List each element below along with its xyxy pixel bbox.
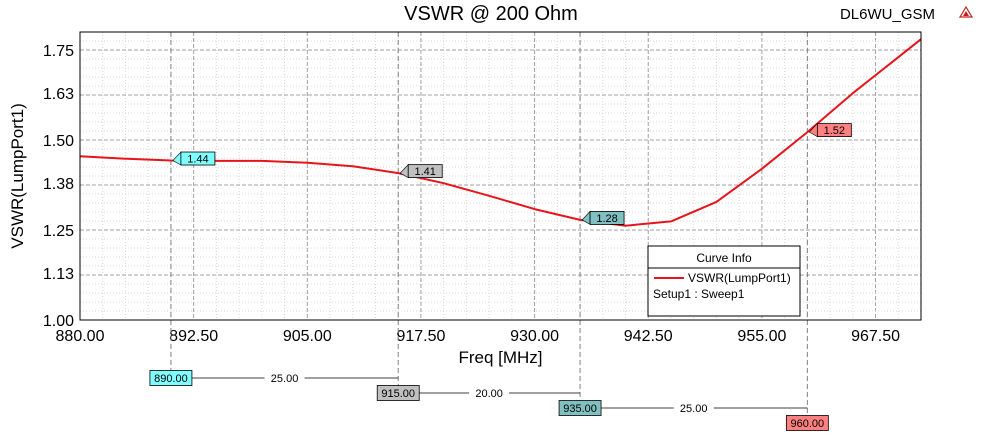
delta-label-bg bbox=[469, 386, 510, 400]
marker-x-rect bbox=[785, 415, 829, 431]
y-tick-labels: 1.00 1.13 1.25 1.38 1.50 1.63 1.75 bbox=[43, 43, 74, 330]
marker-pointer bbox=[581, 210, 591, 225]
y-tick-label: 1.00 bbox=[43, 313, 74, 330]
delta-label-bg bbox=[673, 401, 714, 415]
marker-lines bbox=[170, 32, 808, 417]
marker-value-box bbox=[180, 151, 216, 166]
marker-value-label: 1.41 bbox=[415, 166, 436, 178]
marker-value-label: 1.44 bbox=[187, 154, 208, 166]
curve-info-legend[interactable]: Curve Info VSWR(LumpPort1) Setup1 : Swee… bbox=[647, 245, 801, 317]
marker-value-label: 1.52 bbox=[824, 125, 845, 137]
marker-value-box bbox=[407, 164, 443, 179]
x-tick-label: 955.00 bbox=[737, 328, 786, 345]
marker-flag[interactable]: 1.28 bbox=[581, 210, 625, 225]
marker-value-label: 1.28 bbox=[596, 213, 617, 225]
marker-x-box[interactable]: 890.00 bbox=[149, 370, 193, 386]
legend-title: Curve Info bbox=[696, 251, 752, 265]
marker-value-box bbox=[589, 211, 625, 225]
x-tick-label: 905.00 bbox=[283, 328, 332, 345]
delta-label: 20.00 bbox=[475, 388, 503, 400]
plot-frame bbox=[79, 31, 922, 321]
marker-flag[interactable]: 1.52 bbox=[808, 122, 852, 138]
x-tick-labels: 880.00 892.50 905.00 917.50 930.00 942.50 955.… bbox=[56, 328, 901, 345]
marker-deltas: 25.00 20.00 25.00 bbox=[191, 371, 808, 415]
marker-flag[interactable]: 1.41 bbox=[399, 163, 443, 179]
x-tick-label: 892.50 bbox=[169, 328, 218, 345]
marker-x-label: 915.00 bbox=[381, 388, 415, 400]
project-name: DL6WU_GSM bbox=[840, 6, 935, 23]
marker-x-label: 960.00 bbox=[791, 418, 825, 430]
marker-x-box[interactable]: 915.00 bbox=[376, 385, 420, 401]
delta-label-bg bbox=[264, 371, 305, 385]
y-tick-label: 1.13 bbox=[43, 266, 74, 283]
marker-x-label: 890.00 bbox=[154, 373, 188, 385]
series-layer bbox=[79, 38, 922, 227]
marker-x-box[interactable]: 960.00 bbox=[785, 415, 829, 431]
marker-pointer bbox=[172, 151, 182, 166]
x-tick-label: 967.50 bbox=[851, 328, 900, 345]
chart-title: VSWR @ 200 Ohm bbox=[404, 3, 578, 25]
ansys-logo-icon bbox=[958, 5, 974, 18]
marker-value-box bbox=[816, 123, 852, 137]
y-tick-label: 1.50 bbox=[43, 133, 74, 150]
legend-entry: VSWR(LumpPort1) bbox=[688, 271, 791, 285]
marker-x-box[interactable]: 935.00 bbox=[558, 400, 602, 416]
marker-x-label: 935.00 bbox=[563, 403, 597, 415]
x-axis-label: Freq [MHz] bbox=[458, 348, 542, 367]
marker-flag[interactable]: 1.44 bbox=[172, 151, 216, 166]
y-tick-label: 1.25 bbox=[43, 223, 74, 240]
y-tick-label: 1.75 bbox=[43, 43, 74, 60]
x-tick-label: 917.50 bbox=[396, 328, 445, 345]
legend-setup: Setup1 : Sweep1 bbox=[653, 287, 745, 301]
y-tick-label: 1.38 bbox=[43, 176, 74, 193]
x-tick-label: 880.00 bbox=[56, 328, 105, 345]
series-line-vswr bbox=[79, 38, 922, 227]
legend-box bbox=[647, 245, 801, 317]
x-tick-label: 942.50 bbox=[624, 328, 673, 345]
delta-label: 25.00 bbox=[271, 373, 299, 385]
y-tick-label: 1.63 bbox=[43, 86, 74, 103]
x-tick-label: 930.00 bbox=[510, 328, 559, 345]
delta-label: 25.00 bbox=[680, 403, 708, 415]
y-axis-label: VSWR(LumpPort1) bbox=[8, 103, 27, 248]
